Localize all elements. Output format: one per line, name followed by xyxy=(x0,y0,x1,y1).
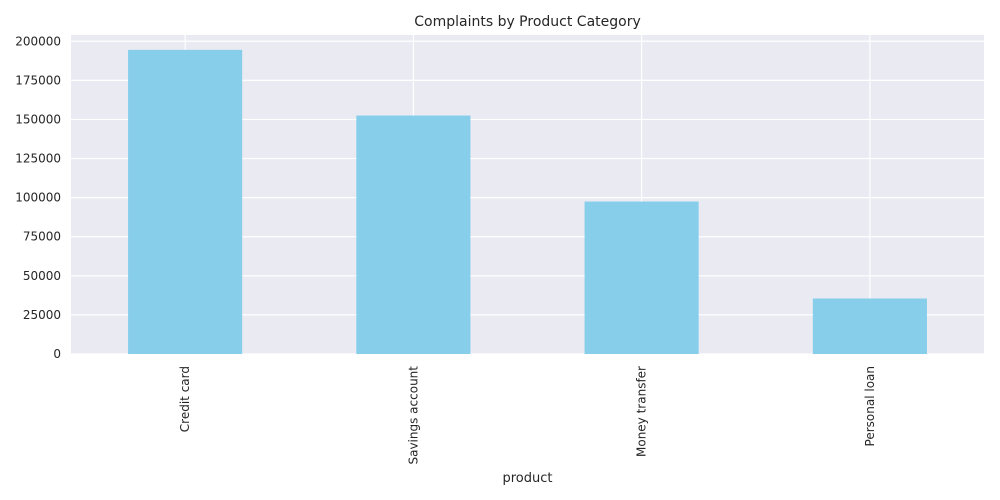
y-tick-label: 125000 xyxy=(15,152,61,166)
y-tick-label: 75000 xyxy=(23,230,61,244)
bar-layer xyxy=(128,49,927,354)
y-tick-label: 50000 xyxy=(23,269,61,283)
bar-credit-card xyxy=(128,49,243,354)
x-tick-label: Savings account xyxy=(406,366,420,465)
x-tick-label: Personal loan xyxy=(863,366,877,446)
y-tick-label: 150000 xyxy=(15,112,61,126)
y-tick-label: 100000 xyxy=(15,191,61,205)
x-tick-labels: Credit card Savings account Money transfer… xyxy=(178,366,877,465)
y-tick-labels: 0 25000 50000 75000 100000 125000 150000 175000… xyxy=(15,34,61,361)
y-tick-label: 25000 xyxy=(23,308,61,322)
x-axis-label: product xyxy=(502,471,552,486)
bar-savings-account xyxy=(356,115,471,354)
chart-title: Complaints by Product Category xyxy=(414,14,641,30)
bar-personal-loan xyxy=(812,298,927,354)
y-tick-label: 200000 xyxy=(15,34,61,48)
x-tick-label: Credit card xyxy=(178,366,192,432)
y-tick-label: 0 xyxy=(53,347,61,361)
x-tick-label: Money transfer xyxy=(635,366,649,457)
y-tick-label: 175000 xyxy=(15,73,61,87)
bar-money-transfer xyxy=(584,201,699,354)
